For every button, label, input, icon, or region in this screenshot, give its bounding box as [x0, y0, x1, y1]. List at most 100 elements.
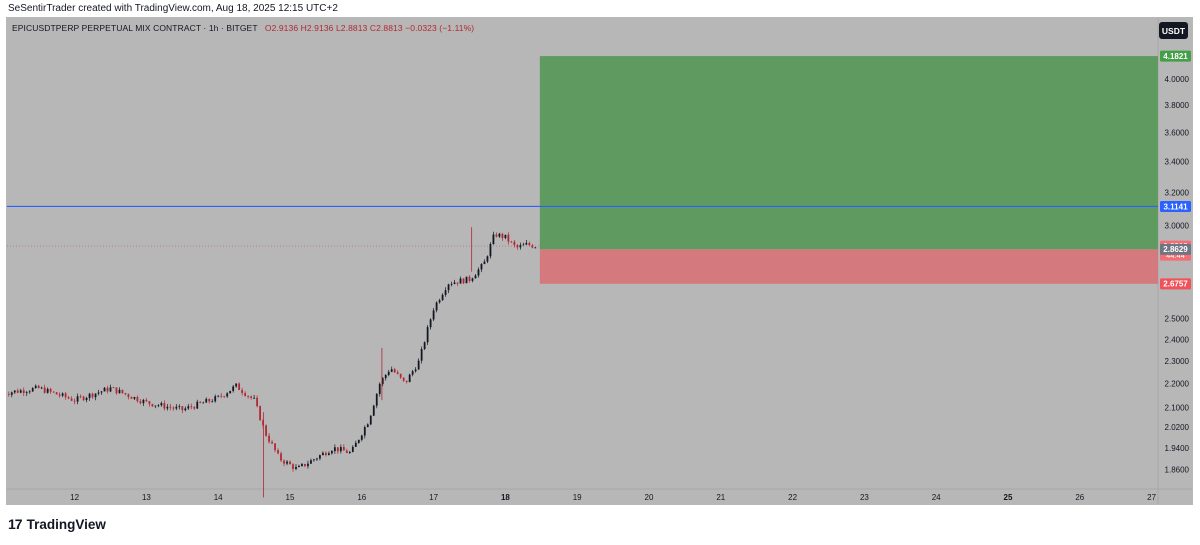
candle-body: [366, 424, 369, 428]
candle-body: [160, 403, 163, 406]
candle-body: [516, 245, 519, 248]
candle-body: [127, 394, 130, 398]
candle-body: [375, 393, 378, 406]
candle-body: [265, 425, 267, 436]
candle-body: [339, 447, 342, 452]
x-tick-label: 18: [501, 493, 510, 502]
currency-button[interactable]: USDT: [1159, 22, 1188, 39]
ohlc-low: L2.8813: [335, 23, 368, 33]
candle-body: [259, 406, 261, 421]
candle-body: [534, 247, 537, 249]
x-tick-label: 16: [357, 493, 366, 502]
candle-body: [295, 466, 297, 469]
candle-body: [498, 233, 501, 237]
candle-body: [351, 446, 354, 452]
candle-body: [274, 443, 276, 451]
candle-body: [522, 244, 525, 246]
candle-body: [52, 391, 55, 393]
candle-body: [91, 393, 94, 398]
stop-price-label: 2.6757: [1163, 280, 1188, 289]
candle-body: [235, 383, 238, 387]
target-price-label: 4.1821: [1163, 52, 1188, 61]
tradingview-logo[interactable]: 17 TradingView: [8, 516, 106, 532]
candle-body: [136, 397, 139, 402]
candle-body: [465, 276, 468, 284]
candle-body: [345, 450, 348, 454]
candle-body: [426, 327, 429, 343]
symbol-legend[interactable]: EPICUSDTPERP PERPETUAL MIX CONTRACT · 1h…: [12, 23, 474, 33]
candle-body: [387, 371, 390, 375]
candle-body: [381, 378, 384, 384]
candle-body: [510, 241, 513, 243]
candle-body: [447, 284, 450, 291]
candle-body: [106, 387, 109, 392]
candle-body: [313, 459, 315, 461]
candle-body: [292, 464, 294, 469]
candle-body: [432, 310, 435, 320]
candle-body: [399, 373, 402, 378]
candle-body: [100, 391, 103, 393]
candle-body: [25, 392, 28, 394]
price-chart[interactable]: 1.8600 1.9400 2.0200 2.1000 2.2000 2.3000 2.40…: [7, 18, 1193, 505]
candle-body: [208, 398, 211, 402]
candle-body: [124, 393, 127, 395]
x-tick-label: 13: [142, 493, 151, 502]
current-price-label: 2.8629: [1163, 245, 1188, 254]
candle-body: [486, 256, 489, 262]
candle-body: [226, 393, 229, 397]
candle-body: [142, 399, 145, 404]
candle-body: [354, 442, 357, 447]
candle-body: [531, 245, 534, 248]
ohlc-high: H2.9136: [300, 23, 334, 33]
candle-body: [145, 399, 148, 402]
candle-body: [103, 387, 106, 392]
ohlc-open: O2.9136: [264, 23, 299, 33]
y-tick-label: 3.8000: [1165, 101, 1190, 110]
candle-body: [468, 276, 471, 281]
candle-body: [480, 264, 483, 270]
candle-body: [187, 406, 190, 409]
candle-body: [495, 234, 498, 237]
x-tick-label: 23: [860, 493, 869, 502]
candle-body: [301, 463, 303, 466]
candle-body: [205, 398, 208, 403]
candle-body: [342, 447, 345, 451]
y-tick-label: 4.0000: [1165, 75, 1190, 84]
candle-body: [130, 397, 133, 399]
candle-body: [316, 458, 318, 460]
candle-body: [115, 387, 118, 394]
candle-body: [492, 234, 495, 245]
candle-body: [238, 383, 241, 391]
candle-body: [330, 451, 333, 454]
chart-area[interactable]: 1.8600 1.9400 2.0200 2.1000 2.2000 2.3000 2.40…: [6, 17, 1193, 505]
ohlc-close: C2.8813: [369, 23, 403, 33]
candle-body: [444, 290, 447, 295]
candle-body: [393, 369, 396, 373]
candle-body: [217, 395, 220, 397]
candle-body: [121, 389, 124, 394]
candle-body: [378, 383, 381, 394]
candle-body: [325, 452, 327, 456]
y-tick-label: 2.2000: [1165, 380, 1190, 389]
candle-body: [55, 392, 58, 395]
candle-body: [402, 377, 405, 381]
candle-body: [363, 427, 366, 436]
candle-body: [414, 369, 417, 372]
candle-body: [477, 269, 480, 276]
candle-body: [244, 392, 247, 396]
candle-body: [336, 447, 339, 452]
x-tick-label: 24: [932, 493, 941, 502]
candle-body: [286, 461, 288, 464]
candle-body: [154, 405, 157, 407]
candle-body: [507, 234, 510, 242]
candle-body: [40, 387, 43, 389]
candle-body: [528, 242, 531, 246]
candle-body: [58, 394, 61, 396]
stop-price-label-bg: [1160, 278, 1191, 290]
candle-body: [471, 278, 474, 281]
candle-body: [94, 393, 97, 398]
y-tick-label: 1.8600: [1165, 465, 1190, 474]
candle-body: [196, 401, 199, 409]
level-price-label: 3.1141: [1163, 202, 1188, 211]
candle-body: [232, 386, 235, 391]
